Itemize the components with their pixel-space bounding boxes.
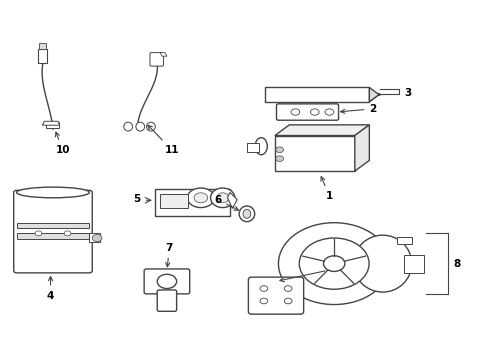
Ellipse shape: [210, 188, 234, 208]
Bar: [17, 223, 89, 228]
Polygon shape: [42, 121, 60, 125]
Circle shape: [275, 147, 283, 153]
Text: 1: 1: [320, 177, 332, 201]
Ellipse shape: [123, 122, 132, 131]
Circle shape: [284, 286, 291, 291]
Circle shape: [92, 234, 102, 242]
Circle shape: [290, 109, 299, 115]
Bar: [40, 42, 46, 49]
Ellipse shape: [187, 188, 214, 208]
Bar: [17, 233, 89, 239]
Circle shape: [323, 256, 344, 271]
Circle shape: [35, 231, 42, 236]
Ellipse shape: [194, 193, 207, 203]
Bar: [45, 122, 59, 129]
Polygon shape: [227, 193, 237, 208]
FancyBboxPatch shape: [276, 104, 338, 120]
Text: 8: 8: [452, 258, 459, 269]
Bar: [264, 87, 368, 102]
Text: 10: 10: [55, 132, 70, 155]
Bar: [404, 255, 423, 273]
Text: 3: 3: [404, 88, 411, 98]
Circle shape: [260, 298, 267, 304]
Ellipse shape: [353, 235, 411, 292]
FancyBboxPatch shape: [248, 277, 303, 314]
Circle shape: [310, 109, 319, 115]
Circle shape: [299, 238, 368, 289]
Ellipse shape: [146, 122, 155, 131]
FancyBboxPatch shape: [144, 269, 189, 294]
Text: 5: 5: [133, 194, 140, 203]
FancyBboxPatch shape: [150, 53, 163, 66]
Ellipse shape: [239, 206, 254, 222]
Bar: [246, 143, 258, 152]
FancyBboxPatch shape: [157, 290, 176, 311]
Circle shape: [157, 274, 176, 288]
Text: 2: 2: [340, 104, 376, 114]
Bar: [396, 237, 411, 244]
Circle shape: [278, 223, 389, 305]
Text: 9: 9: [279, 264, 337, 282]
Ellipse shape: [216, 193, 228, 203]
Circle shape: [275, 156, 283, 162]
Circle shape: [325, 109, 333, 115]
Polygon shape: [368, 87, 379, 102]
Ellipse shape: [243, 210, 250, 218]
Text: 7: 7: [165, 243, 173, 267]
Bar: [159, 194, 187, 208]
Text: 6: 6: [214, 194, 238, 210]
Text: 4: 4: [47, 276, 54, 301]
Ellipse shape: [17, 187, 89, 198]
Ellipse shape: [255, 138, 267, 155]
Polygon shape: [354, 125, 368, 171]
Polygon shape: [274, 125, 368, 135]
Polygon shape: [160, 53, 166, 56]
Bar: [274, 135, 354, 171]
Circle shape: [284, 298, 291, 304]
Bar: [39, 49, 47, 63]
FancyBboxPatch shape: [14, 190, 92, 273]
Bar: [155, 189, 229, 216]
Polygon shape: [264, 94, 379, 102]
Bar: [89, 233, 100, 242]
Text: 11: 11: [147, 125, 179, 155]
Ellipse shape: [136, 122, 144, 131]
Circle shape: [64, 231, 71, 236]
Circle shape: [260, 286, 267, 291]
